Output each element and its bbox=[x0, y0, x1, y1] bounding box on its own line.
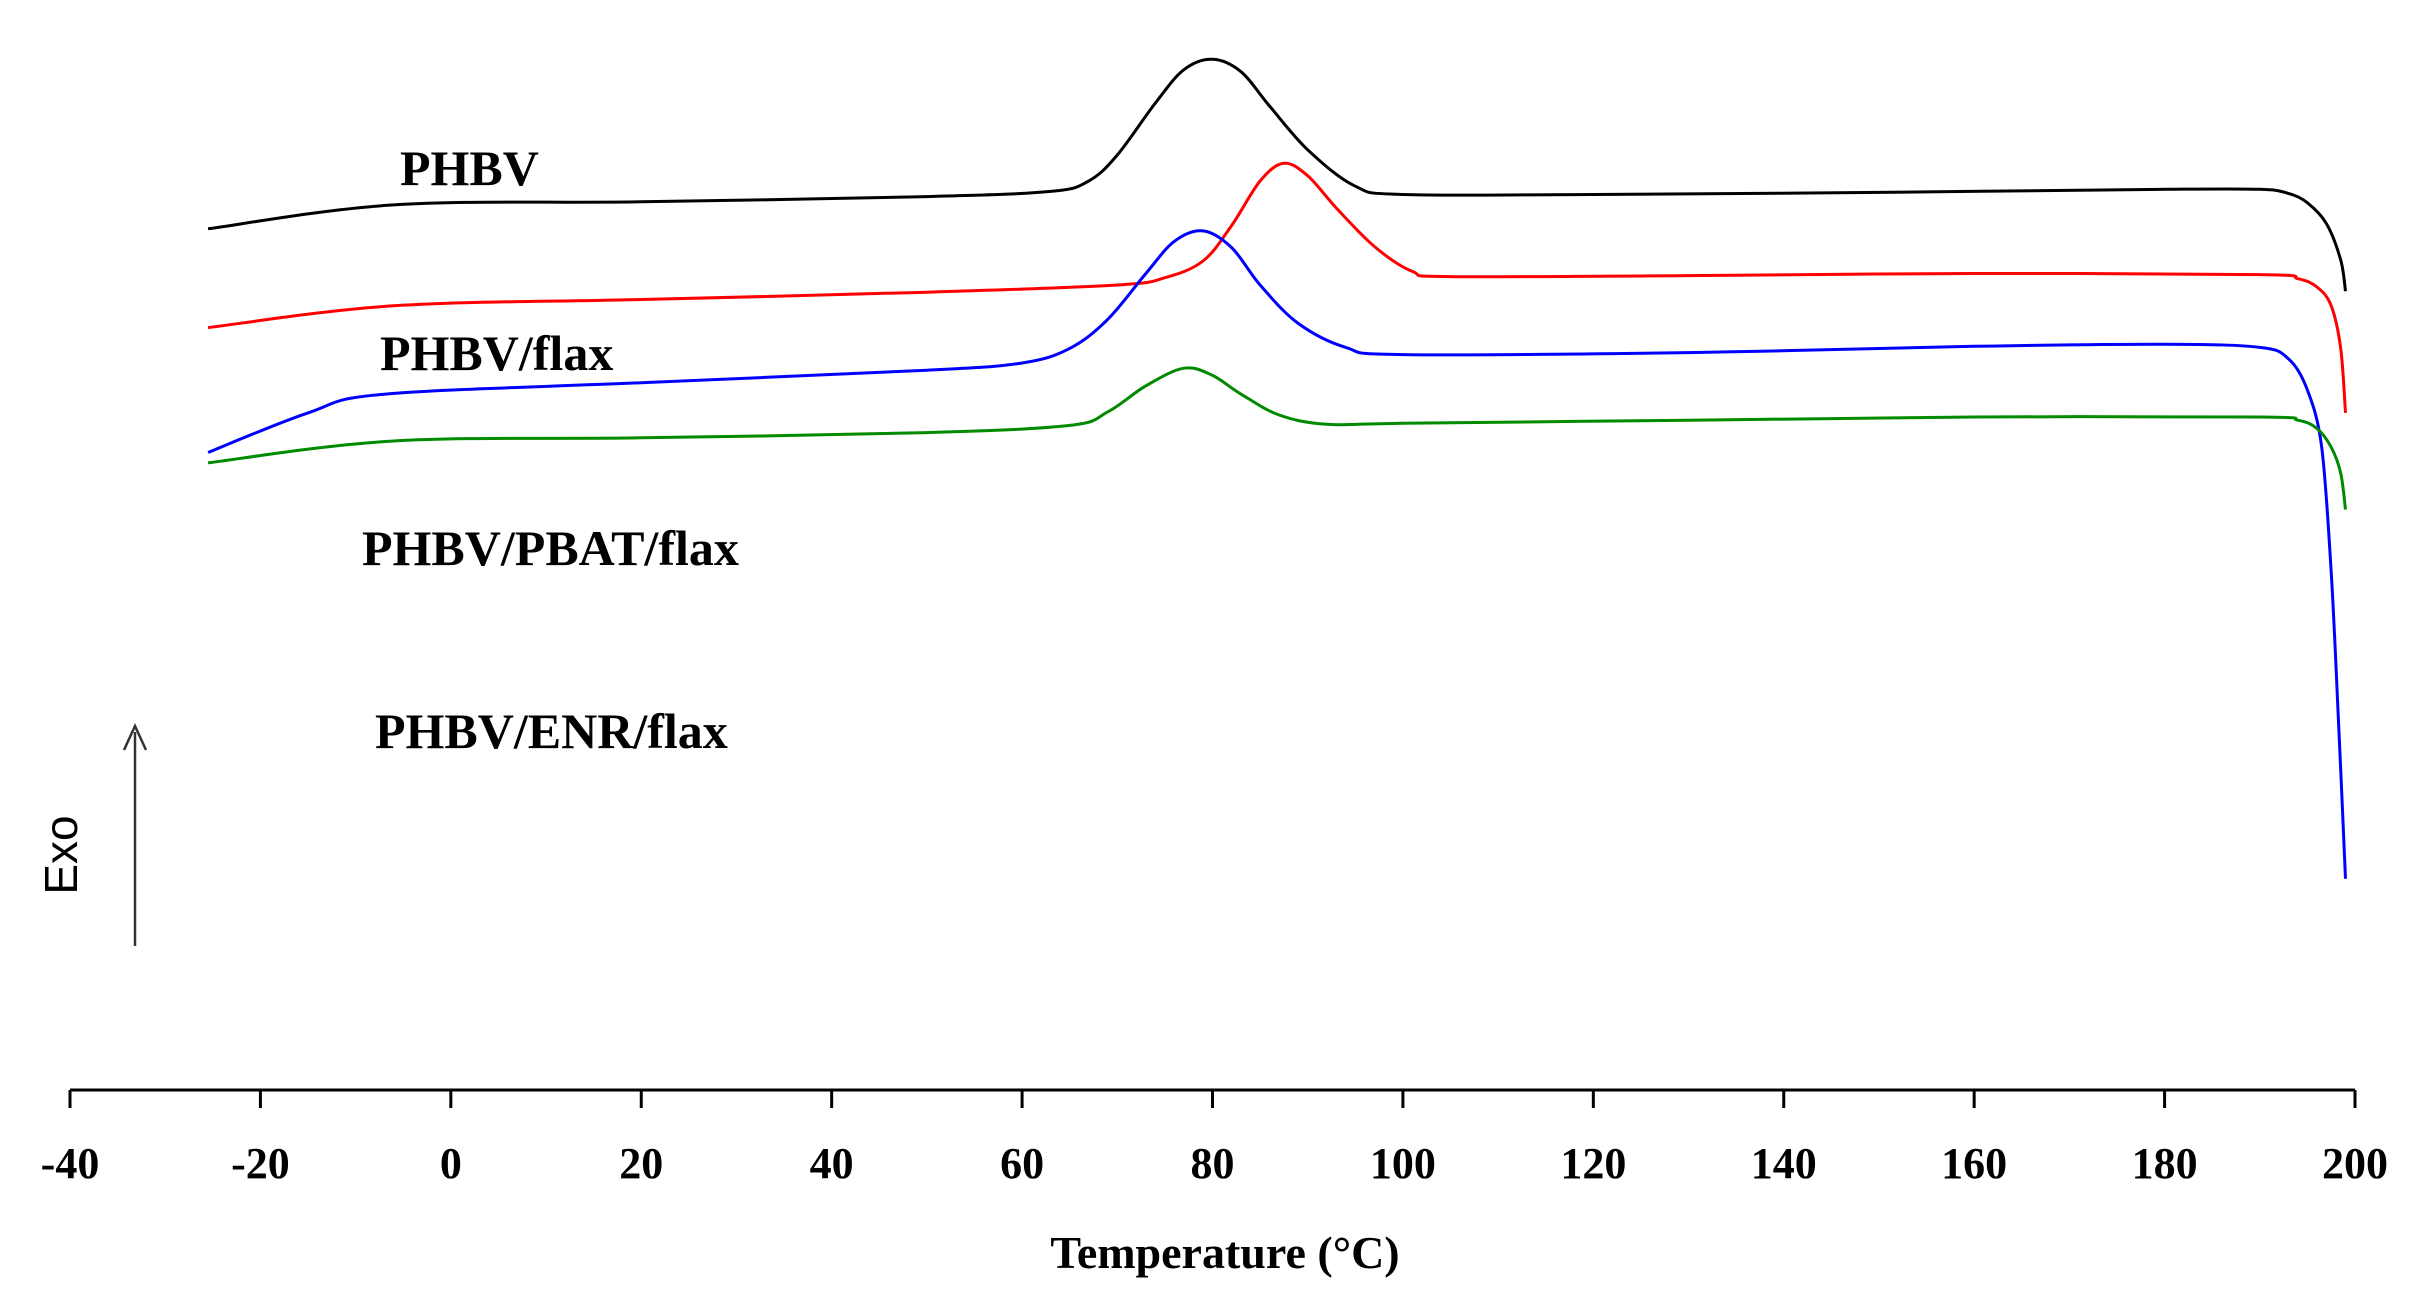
x-tick-label: 120 bbox=[1560, 1139, 1626, 1188]
x-tick-label: 40 bbox=[810, 1139, 854, 1188]
series-label-phbv: PHBV bbox=[400, 140, 539, 196]
series-line-phbv bbox=[207, 57, 2347, 292]
series-line-phbv-pbat-flax bbox=[207, 229, 2347, 879]
series-label-phbv-pbat-flax: PHBV/PBAT/flax bbox=[362, 520, 739, 576]
series-line-phbv-flax bbox=[207, 161, 2347, 414]
series-label-phbv-flax: PHBV/flax bbox=[380, 325, 613, 381]
series-line-phbv-enr-flax bbox=[207, 366, 2347, 510]
x-axis-title: Temperature (°C) bbox=[1050, 1227, 1399, 1278]
x-tick-label: 160 bbox=[1941, 1139, 2007, 1188]
series-group bbox=[207, 57, 2347, 879]
series-label-phbv-enr-flax: PHBV/ENR/flax bbox=[375, 703, 728, 759]
series-labels: PHBV PHBV/flax PHBV/PBAT/flax PHBV/ENR/flax bbox=[362, 140, 739, 759]
x-axis-ticks bbox=[68, 1090, 2357, 1108]
x-tick-label: 80 bbox=[1191, 1139, 1235, 1188]
exo-arrow-icon bbox=[122, 722, 148, 946]
x-tick-label: 140 bbox=[1751, 1139, 1817, 1188]
x-tick-label: -40 bbox=[41, 1139, 100, 1188]
x-tick-label: -20 bbox=[231, 1139, 290, 1188]
x-tick-label: 200 bbox=[2322, 1139, 2388, 1188]
x-tick-label: 100 bbox=[1370, 1139, 1436, 1188]
x-axis-tick-labels: -40 -20 0 20 40 60 80 100 120 140 160 180 200 bbox=[41, 1139, 2388, 1188]
x-tick-label: 0 bbox=[440, 1139, 462, 1188]
y-axis-title: Exo bbox=[35, 815, 87, 894]
x-tick-label: 180 bbox=[2132, 1139, 2198, 1188]
x-tick-label: 60 bbox=[1000, 1139, 1044, 1188]
x-tick-label: 20 bbox=[619, 1139, 663, 1188]
